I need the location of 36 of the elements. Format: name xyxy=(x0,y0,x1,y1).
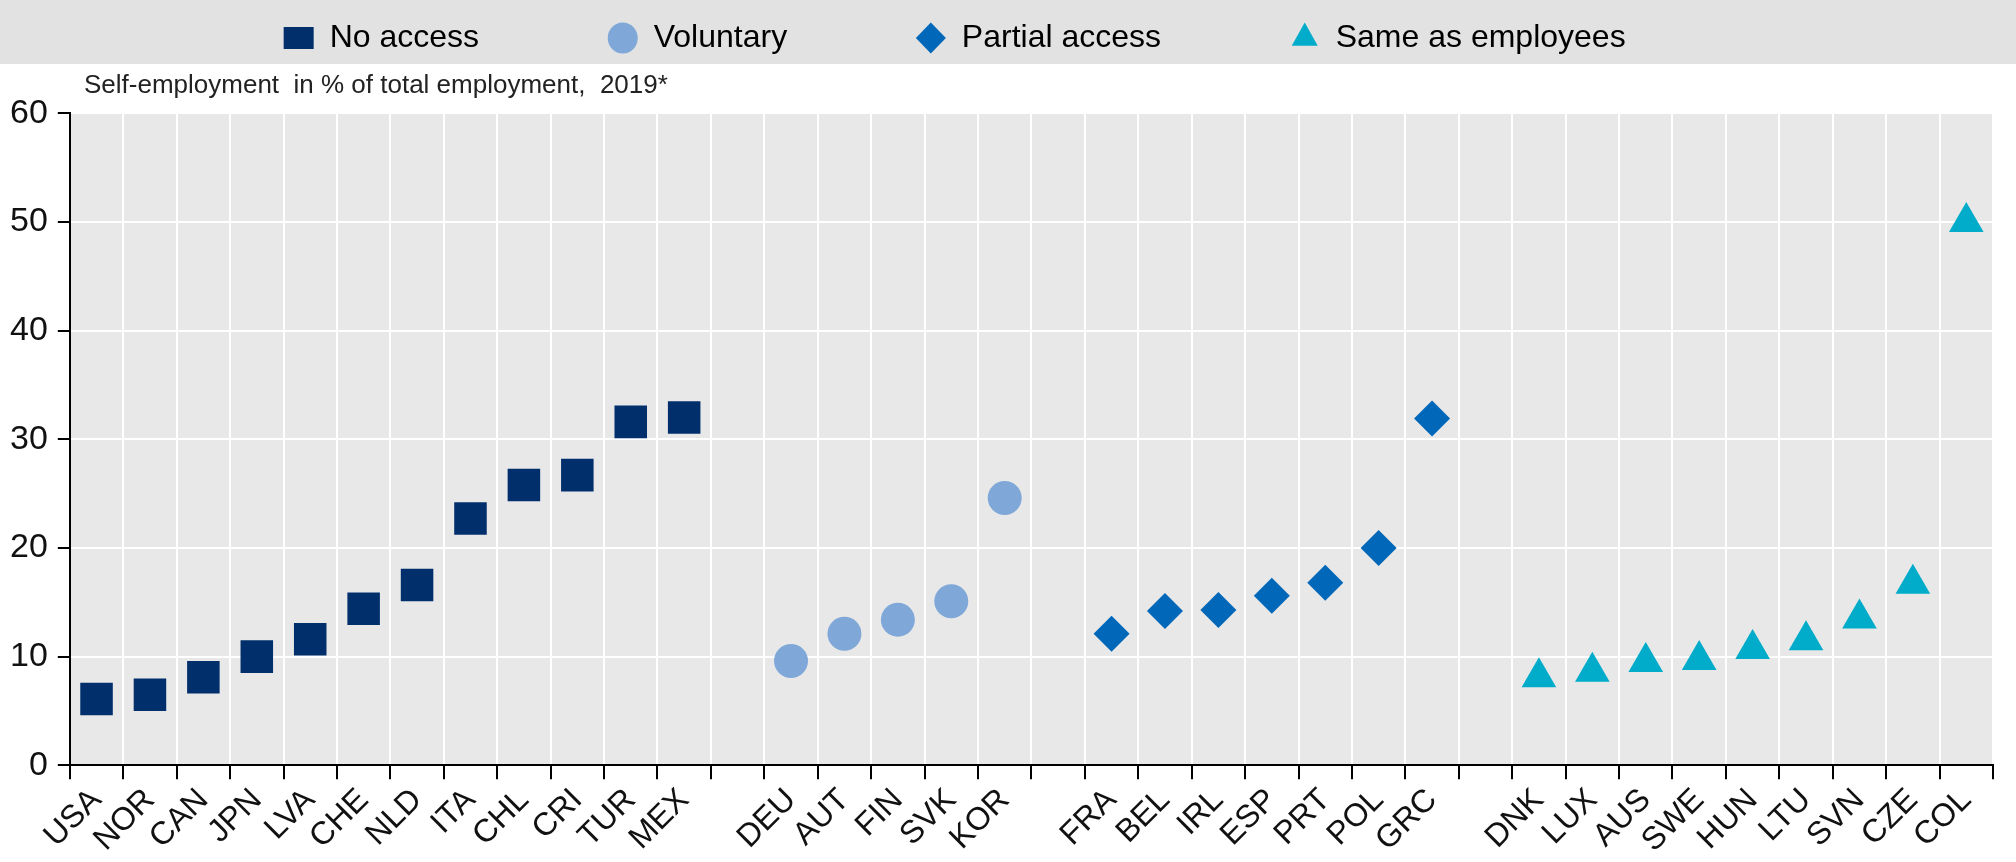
point xyxy=(187,661,220,694)
point xyxy=(1307,564,1344,601)
point xyxy=(133,678,167,711)
legend-label: No access xyxy=(329,17,586,54)
point xyxy=(80,682,113,716)
point xyxy=(667,401,701,434)
point xyxy=(1414,400,1451,437)
point xyxy=(934,584,969,619)
point xyxy=(240,640,274,673)
point xyxy=(1146,592,1183,629)
y-tick-label: 40 xyxy=(9,308,48,347)
point xyxy=(1253,577,1290,614)
legend-label: Same as employees xyxy=(1335,17,1733,54)
point xyxy=(987,480,1022,515)
point xyxy=(507,468,541,502)
point xyxy=(614,405,648,439)
point xyxy=(827,616,862,651)
point xyxy=(561,458,594,492)
legend-label: Partial access xyxy=(961,17,1268,54)
point xyxy=(1360,529,1397,566)
y-tick-label: 0 xyxy=(28,743,48,782)
y-tick-label: 50 xyxy=(9,200,48,239)
point xyxy=(454,502,487,535)
point xyxy=(880,602,915,637)
y-tick-label: 30 xyxy=(9,417,48,456)
y-axis-title: Self-employment in % of total employment, 2019* xyxy=(84,69,668,100)
y-tick-label: 10 xyxy=(9,635,48,673)
y-tick-label: 20 xyxy=(9,526,48,565)
legend-label: Voluntary xyxy=(653,17,894,54)
point xyxy=(347,592,380,626)
point xyxy=(1093,615,1130,652)
point xyxy=(400,568,434,602)
point xyxy=(1200,591,1237,628)
point xyxy=(774,643,809,678)
y-tick-label: 60 xyxy=(9,91,48,130)
point xyxy=(293,622,327,656)
